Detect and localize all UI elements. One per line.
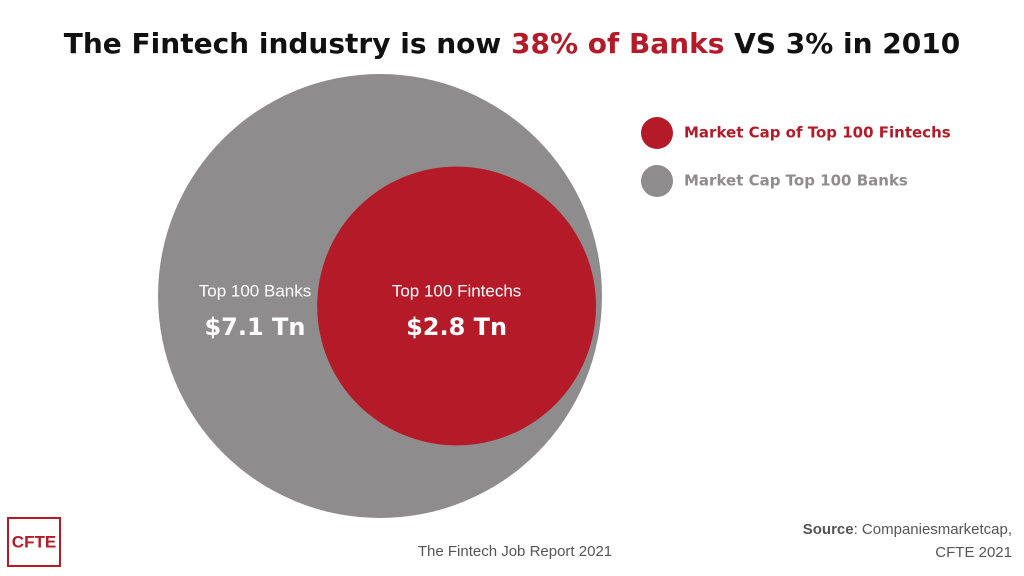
- legend-label: Market Cap of Top 100 Fintechs: [684, 124, 951, 142]
- source-label: Source: [803, 521, 854, 538]
- circle-label: Top 100 Fintechs: [392, 281, 521, 300]
- legend-swatch: [641, 165, 673, 197]
- legend-swatch: [641, 117, 673, 149]
- logo-box: [7, 517, 61, 567]
- title-part: The Fintech industry is now: [64, 27, 511, 60]
- legend-label: Market Cap Top 100 Banks: [684, 172, 908, 190]
- report-name: The Fintech Job Report 2021: [418, 543, 612, 560]
- circle-label: Top 100 Banks: [199, 281, 311, 300]
- source-line: CFTE 2021: [935, 544, 1012, 561]
- logo: CFTE: [12, 532, 56, 551]
- title-part: 38% of Banks: [511, 27, 724, 60]
- circle: [317, 166, 596, 446]
- source: Source: Companiesmarketcap,: [803, 521, 1012, 538]
- value-label: $2.8 Tn: [406, 313, 507, 341]
- source-line: : Companiesmarketcap,: [854, 521, 1012, 538]
- value-label: $7.1 Tn: [204, 313, 305, 341]
- title-part: VS 3% in 2010: [724, 27, 960, 60]
- chart-title: The Fintech industry is now 38% of Banks…: [64, 27, 960, 60]
